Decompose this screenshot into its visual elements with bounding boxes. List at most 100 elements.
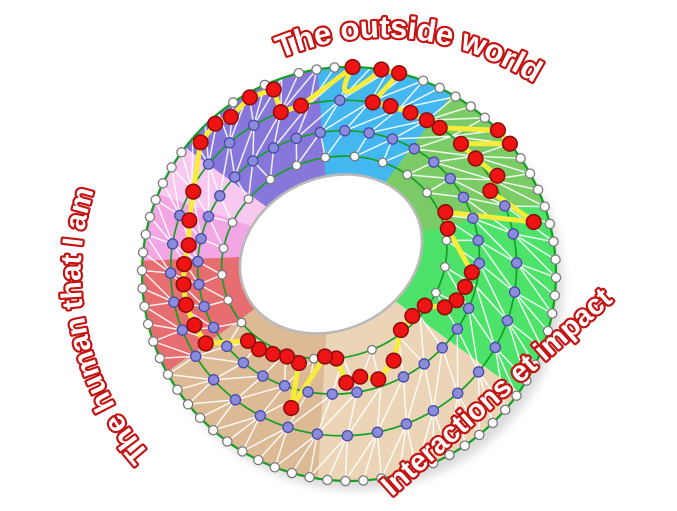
ring-line-1: [169, 99, 518, 437]
node-mid-ring2: [351, 386, 363, 399]
node-outer: [376, 473, 387, 484]
node-mid-ring2: [326, 388, 339, 400]
node-outer: [542, 325, 554, 337]
node-mid-ring2: [397, 371, 410, 383]
node-inner: [402, 169, 413, 180]
node-mid-ring1: [334, 94, 346, 107]
score-node: [239, 332, 257, 350]
node-outer: [194, 412, 206, 424]
node-mid-ring2: [247, 155, 259, 167]
node-outer: [479, 112, 491, 124]
score-node: [265, 81, 282, 98]
node-inner: [366, 344, 377, 355]
node-outer: [515, 152, 526, 164]
score-node: [207, 115, 224, 132]
score-node: [489, 122, 507, 139]
node-outer: [148, 336, 159, 347]
score-node: [186, 317, 203, 334]
node-inner: [217, 269, 227, 280]
node-mid-ring2: [436, 342, 449, 354]
score-node: [180, 237, 197, 254]
node-outer: [549, 290, 561, 301]
score-node: [197, 335, 214, 352]
node-outer: [136, 265, 148, 276]
node-inner: [441, 235, 452, 246]
node-outer: [465, 101, 476, 112]
label-human-that-i-am-text: The human that I am: [53, 181, 157, 472]
node-mid-ring2: [386, 133, 399, 145]
node-outer: [227, 97, 239, 108]
node-inner: [243, 194, 254, 204]
node-outer: [172, 384, 183, 396]
node-outer: [544, 218, 556, 230]
node-mid-ring2: [195, 232, 207, 245]
node-mid-ring1: [451, 387, 464, 399]
node-outer: [311, 64, 322, 75]
score-node: [463, 264, 480, 281]
node-inner: [236, 317, 247, 328]
score-node: [175, 276, 192, 293]
node-mid-ring1: [472, 366, 485, 378]
node-outer: [182, 399, 194, 410]
node-inner: [349, 151, 360, 162]
node-outer: [322, 474, 333, 486]
node-mid-ring1: [311, 428, 324, 440]
node-outer: [411, 464, 422, 475]
node-mid-ring2: [467, 212, 479, 224]
node-outer: [499, 404, 511, 416]
node-outer: [539, 201, 550, 212]
score-node: [439, 220, 456, 237]
score-node: [373, 61, 390, 78]
node-inner: [430, 287, 441, 298]
score-node: [176, 256, 193, 273]
node-outer: [521, 375, 532, 386]
score-node: [370, 371, 387, 388]
node-mid-ring2: [202, 210, 215, 223]
score-node: [489, 167, 506, 184]
node-mid-ring1: [427, 404, 440, 417]
score-node: [391, 64, 408, 82]
score-node: [385, 352, 402, 369]
score-node: [392, 321, 410, 339]
node-outer: [304, 471, 315, 483]
score-node: [457, 278, 474, 296]
node-outer: [358, 475, 369, 486]
score-node: [467, 150, 484, 167]
score-node: [185, 183, 202, 200]
score-node: [482, 182, 499, 199]
node-mid-ring2: [229, 171, 241, 183]
node-mid-ring2: [221, 340, 233, 353]
node-outer: [222, 436, 233, 447]
node-outer: [286, 467, 298, 479]
node-inner: [422, 187, 432, 198]
node-outer: [269, 462, 281, 473]
node-outer: [548, 236, 559, 247]
node-mid-ring2: [418, 358, 430, 370]
node-outer: [550, 272, 562, 283]
node-mid-ring1: [508, 286, 521, 298]
node-outer: [142, 318, 154, 330]
node-mid-ring1: [254, 410, 267, 422]
node-mid-ring2: [339, 124, 351, 137]
score-node: [283, 399, 300, 417]
node-outer: [532, 184, 544, 196]
node-outer: [529, 359, 541, 370]
node-mid-ring2: [314, 126, 327, 139]
node-mid-ring2: [198, 300, 210, 313]
score-node: [448, 292, 465, 309]
node-mid-ring2: [214, 190, 226, 202]
node-mid-ring2: [473, 257, 486, 270]
node-inner: [265, 174, 276, 185]
node-mid-ring2: [408, 143, 421, 155]
node-mid-ring1: [499, 200, 511, 212]
score-node: [250, 341, 267, 358]
node-mid-ring1: [164, 267, 177, 279]
node-outer: [157, 178, 169, 189]
node-inner: [320, 152, 331, 163]
node-outer: [140, 229, 152, 240]
score-node: [404, 307, 421, 325]
node-mid-ring1: [223, 137, 236, 149]
score-node: [382, 97, 399, 115]
